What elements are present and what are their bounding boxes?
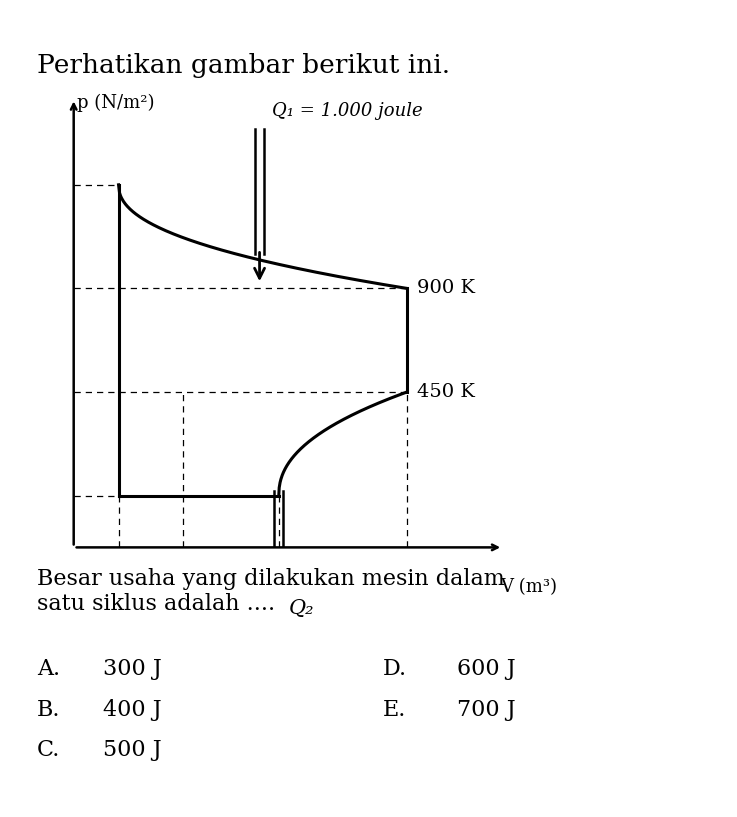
Text: B.: B. [37, 699, 60, 721]
Text: Perhatikan gambar berikut ini.: Perhatikan gambar berikut ini. [37, 53, 450, 78]
Text: E.: E. [383, 699, 407, 721]
Text: 300 J: 300 J [103, 658, 162, 680]
Text: D.: D. [383, 658, 408, 680]
Text: A.: A. [37, 658, 60, 680]
Text: C.: C. [37, 739, 60, 761]
Text: Q₂: Q₂ [288, 599, 314, 618]
Text: 600 J: 600 J [457, 658, 516, 680]
Text: 450 K: 450 K [416, 383, 475, 401]
Text: 400 J: 400 J [103, 699, 162, 721]
Text: Besar usaha yang dilakukan mesin dalam
satu siklus adalah ....: Besar usaha yang dilakukan mesin dalam s… [37, 568, 505, 615]
Text: 500 J: 500 J [103, 739, 162, 761]
Text: Q₁ = 1.000 joule: Q₁ = 1.000 joule [273, 102, 423, 120]
Text: V (m³): V (m³) [500, 578, 557, 596]
Text: 900 K: 900 K [416, 279, 475, 297]
Text: 700 J: 700 J [457, 699, 516, 721]
Text: p (N/m²): p (N/m²) [77, 94, 155, 113]
